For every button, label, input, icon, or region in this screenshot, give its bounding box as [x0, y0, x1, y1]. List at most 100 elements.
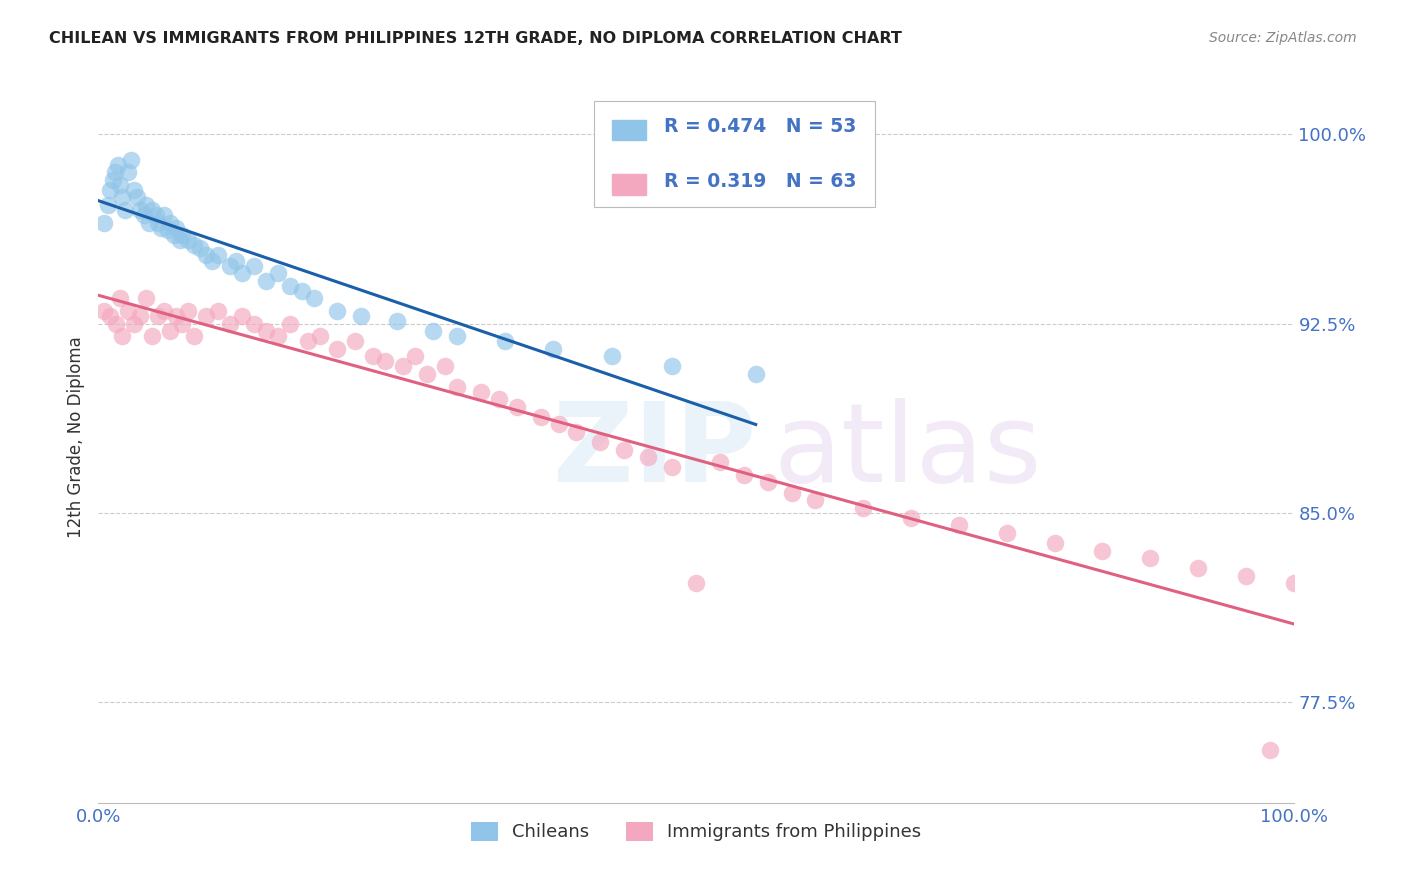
Y-axis label: 12th Grade, No Diploma: 12th Grade, No Diploma [66, 336, 84, 538]
Text: R = 0.474   N = 53: R = 0.474 N = 53 [664, 117, 856, 136]
Point [148, 309, 170, 323]
Point [141, 203, 163, 218]
Point [278, 317, 301, 331]
Text: ZIP: ZIP [553, 398, 756, 505]
Text: CHILEAN VS IMMIGRANTS FROM PHILIPPINES 12TH GRADE, NO DIPLOMA CORRELATION CHART: CHILEAN VS IMMIGRANTS FROM PHILIPPINES 1… [49, 31, 903, 46]
Point [243, 317, 266, 331]
Point [231, 309, 253, 323]
Point [177, 304, 200, 318]
Point [117, 165, 139, 179]
Point [98, 183, 122, 197]
Point [602, 350, 624, 364]
Point [207, 304, 229, 318]
Point [177, 233, 200, 247]
Point [589, 435, 612, 450]
Point [111, 329, 134, 343]
Point [852, 500, 875, 515]
Point [101, 173, 124, 187]
Point [1282, 576, 1305, 591]
Point [219, 259, 242, 273]
Point [422, 324, 444, 338]
Point [159, 324, 181, 338]
Point [446, 379, 468, 393]
Point [470, 384, 492, 399]
Point [541, 342, 564, 356]
Point [243, 259, 266, 273]
Point [156, 223, 179, 237]
Point [488, 392, 510, 407]
Point [948, 518, 970, 533]
Point [201, 253, 224, 268]
Point [219, 317, 242, 331]
Point [661, 359, 683, 374]
Point [195, 248, 218, 262]
Point [148, 216, 170, 230]
Text: atlas: atlas [773, 398, 1042, 505]
FancyBboxPatch shape [595, 101, 875, 207]
Point [254, 324, 277, 338]
Point [363, 350, 385, 364]
Point [129, 203, 152, 218]
Bar [613, 175, 645, 195]
Point [153, 304, 176, 318]
Point [98, 309, 122, 323]
Point [111, 190, 134, 204]
Point [124, 317, 146, 331]
Point [117, 304, 139, 318]
Point [416, 367, 439, 381]
Point [404, 350, 426, 364]
Legend: Chileans, Immigrants from Philippines: Chileans, Immigrants from Philippines [464, 814, 928, 848]
Point [494, 334, 516, 349]
Point [93, 216, 115, 230]
Point [231, 266, 253, 280]
Point [267, 329, 290, 343]
Point [159, 216, 181, 230]
Point [661, 460, 683, 475]
Point [685, 576, 707, 591]
Point [1043, 536, 1066, 550]
Point [900, 510, 922, 524]
Point [135, 291, 157, 305]
Point [1234, 569, 1257, 583]
Point [530, 409, 553, 424]
Point [114, 203, 136, 218]
Point [225, 253, 247, 268]
Point [308, 329, 330, 343]
Point [1139, 551, 1161, 566]
Text: Source: ZipAtlas.com: Source: ZipAtlas.com [1209, 31, 1357, 45]
Point [125, 190, 148, 204]
Point [135, 198, 157, 212]
Point [374, 354, 396, 368]
Point [326, 342, 349, 356]
Point [97, 198, 120, 212]
Point [141, 329, 163, 343]
Point [183, 238, 205, 252]
Point [169, 233, 191, 247]
Point [392, 359, 415, 374]
Point [446, 329, 468, 343]
Point [149, 220, 172, 235]
Point [107, 158, 129, 172]
Point [188, 241, 211, 255]
Point [163, 228, 186, 243]
Point [637, 450, 659, 465]
Point [756, 475, 779, 490]
Point [745, 367, 768, 381]
Point [183, 329, 205, 343]
Point [165, 309, 187, 323]
Point [547, 417, 569, 432]
Point [165, 220, 187, 235]
Point [195, 309, 218, 323]
Point [132, 208, 155, 222]
Point [138, 216, 160, 230]
Point [780, 485, 803, 500]
Point [145, 208, 167, 222]
Point [172, 228, 194, 243]
Point [1091, 543, 1114, 558]
Point [709, 455, 731, 469]
Point [804, 493, 827, 508]
Point [1187, 561, 1209, 575]
Point [93, 304, 115, 318]
Point [129, 309, 152, 323]
Point [344, 334, 367, 349]
